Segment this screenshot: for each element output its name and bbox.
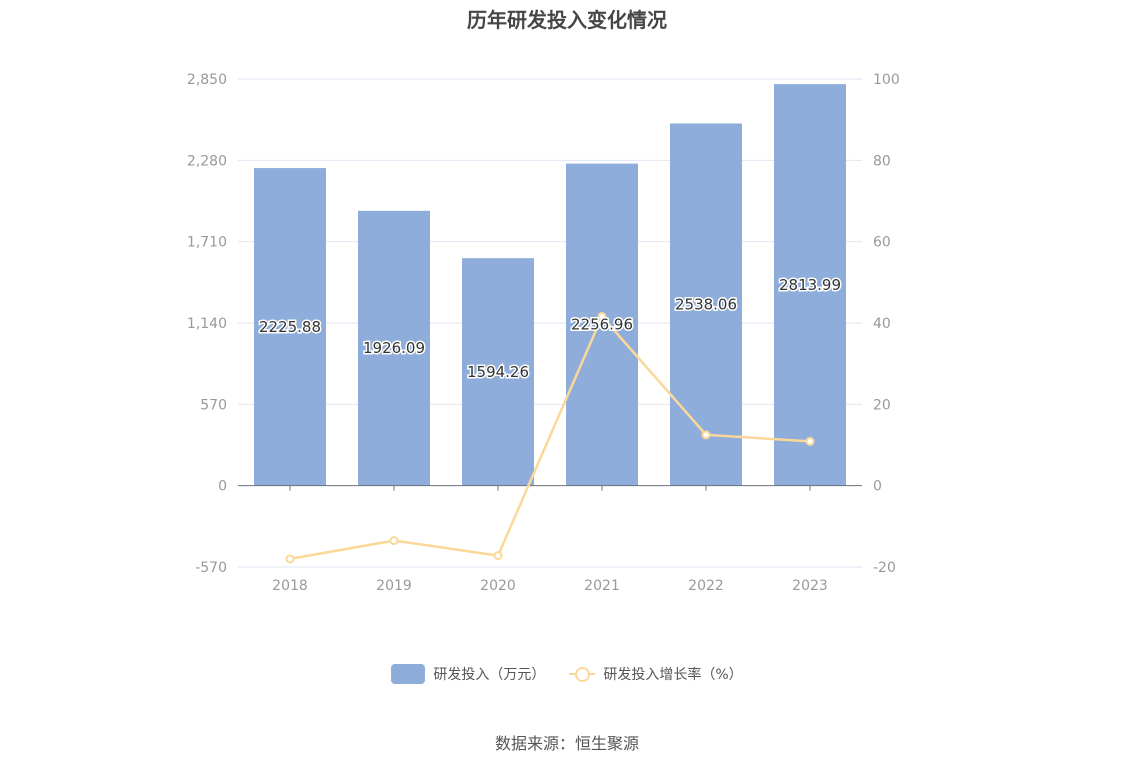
legend-bar-swatch [391, 664, 426, 684]
bar-data-label-2021: 2256.96 [571, 316, 633, 334]
x-tick-label-2021: 2021 [584, 578, 620, 594]
data-labels: 2225.88 1926.09 1594.26 2256.96 2538.06 2813.… [257, 274, 842, 382]
bar-data-label-2020: 1594.26 [467, 363, 529, 381]
x-tick-label-2018: 2018 [272, 578, 308, 594]
grid-lines [238, 78, 862, 568]
growth-point-2021 [597, 311, 607, 321]
legend-item-line[interactable]: 研发投入增长率（%） [569, 664, 743, 684]
y-left-tick-label: -570 [195, 560, 227, 576]
bar-series [254, 84, 846, 486]
legend-item-bar[interactable]: 研发投入（万元） [391, 664, 545, 684]
y-left-tick-label: 570 [200, 397, 227, 413]
legend-line-label: 研发投入增长率（%） [603, 667, 743, 683]
legend-line-swatch [569, 664, 596, 684]
data-source: 数据来源：恒生聚源 [494, 734, 639, 753]
y-right-tick-label: -20 [873, 560, 896, 576]
legend: 研发投入（万元） 研发投入增长率（%） [0, 664, 1134, 684]
growth-point-2018 [285, 554, 295, 564]
y-right-tick-label: 100 [873, 72, 900, 88]
bar-2021 [566, 163, 638, 486]
x-tick-label-2023: 2023 [792, 578, 828, 594]
y-left-tick-label: 1,710 [187, 235, 227, 251]
y-left-tick-label: 1,140 [187, 316, 227, 332]
y-right-tick-label: 80 [873, 153, 891, 169]
axes: 2,850 2,280 1,710 1,140 570 0 -570 100 80 60 40 20 0… [187, 72, 900, 594]
growth-point-2023 [805, 436, 815, 446]
y-right-tick-label: 40 [873, 316, 891, 332]
bar-data-label-2018: 2225.88 [259, 318, 321, 336]
growth-point-2019 [389, 536, 399, 546]
chart-plot: 2,850 2,280 1,710 1,140 570 0 -570 100 80 60 40 20 0… [187, 72, 900, 594]
bar-2018 [254, 168, 326, 486]
bar-data-label-2022: 2538.06 [675, 296, 737, 314]
bar-2020 [462, 258, 534, 486]
x-tick-label-2020: 2020 [480, 578, 516, 594]
y-left-tick-label: 2,850 [187, 72, 227, 88]
growth-point-2022 [701, 430, 711, 440]
chart-title: 历年研发投入变化情况 [467, 8, 667, 32]
line-series [285, 311, 815, 564]
bar-2022 [670, 123, 742, 486]
legend-bar-label: 研发投入（万元） [433, 667, 546, 683]
bar-2023 [774, 84, 846, 486]
y-left-tick-label: 2,280 [187, 153, 227, 169]
x-tick-label-2022: 2022 [688, 578, 724, 594]
x-tick-label-2019: 2019 [376, 578, 412, 594]
growth-point-2020 [493, 551, 503, 561]
y-left-tick-label: 0 [218, 479, 227, 495]
bar-data-label-2023: 2813.99 [779, 276, 841, 294]
y-right-tick-label: 60 [873, 235, 891, 251]
y-right-tick-label: 20 [873, 397, 891, 413]
bar-2019 [358, 210, 430, 486]
growth-line [289, 314, 811, 561]
bar-data-label-2019: 1926.09 [363, 339, 425, 357]
y-right-tick-label: 0 [873, 479, 882, 495]
